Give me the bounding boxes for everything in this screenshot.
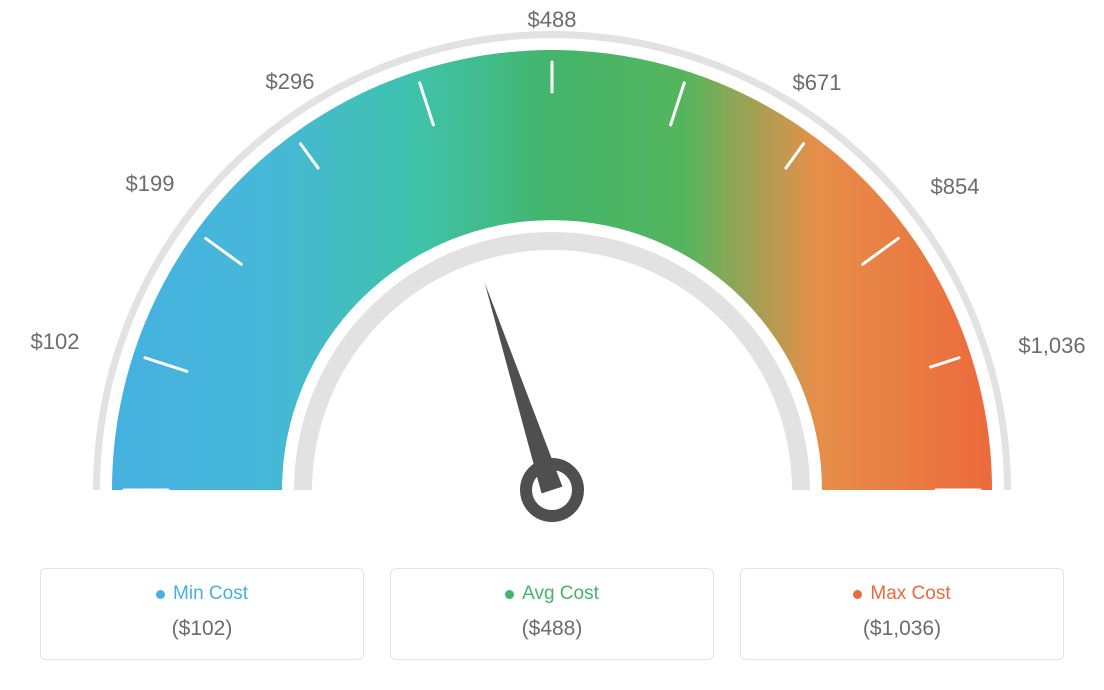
legend-title-text: Min Cost bbox=[173, 583, 248, 605]
legend-card-max: Max Cost ($1,036) bbox=[740, 568, 1064, 660]
gauge-svg bbox=[0, 0, 1104, 560]
legend-dot-icon bbox=[853, 590, 862, 599]
legend-title-max: Max Cost bbox=[741, 583, 1063, 605]
legend-title-min: Min Cost bbox=[41, 583, 363, 605]
gauge-tick-label: $296 bbox=[266, 69, 315, 95]
legend-title-text: Avg Cost bbox=[522, 583, 599, 605]
gauge-tick-label: $102 bbox=[31, 329, 80, 355]
legend-value-avg: ($488) bbox=[391, 617, 713, 641]
gauge-tick-label: $854 bbox=[931, 174, 980, 200]
gauge-tick-label: $488 bbox=[528, 7, 577, 33]
legend-row: Min Cost ($102) Avg Cost ($488) Max Cost… bbox=[40, 568, 1064, 660]
legend-card-min: Min Cost ($102) bbox=[40, 568, 364, 660]
legend-card-avg: Avg Cost ($488) bbox=[390, 568, 714, 660]
gauge-tick-label: $199 bbox=[126, 171, 175, 197]
legend-dot-icon bbox=[156, 590, 165, 599]
legend-dot-icon bbox=[505, 590, 514, 599]
legend-title-text: Max Cost bbox=[870, 583, 950, 605]
legend-title-avg: Avg Cost bbox=[391, 583, 713, 605]
gauge-tick-label: $671 bbox=[793, 70, 842, 96]
gauge-tick-label: $1,036 bbox=[1018, 333, 1085, 359]
legend-value-min: ($102) bbox=[41, 617, 363, 641]
legend-value-max: ($1,036) bbox=[741, 617, 1063, 641]
cost-gauge: $102 $199 $296 $488 $671 $854 $1,036 bbox=[0, 0, 1104, 560]
